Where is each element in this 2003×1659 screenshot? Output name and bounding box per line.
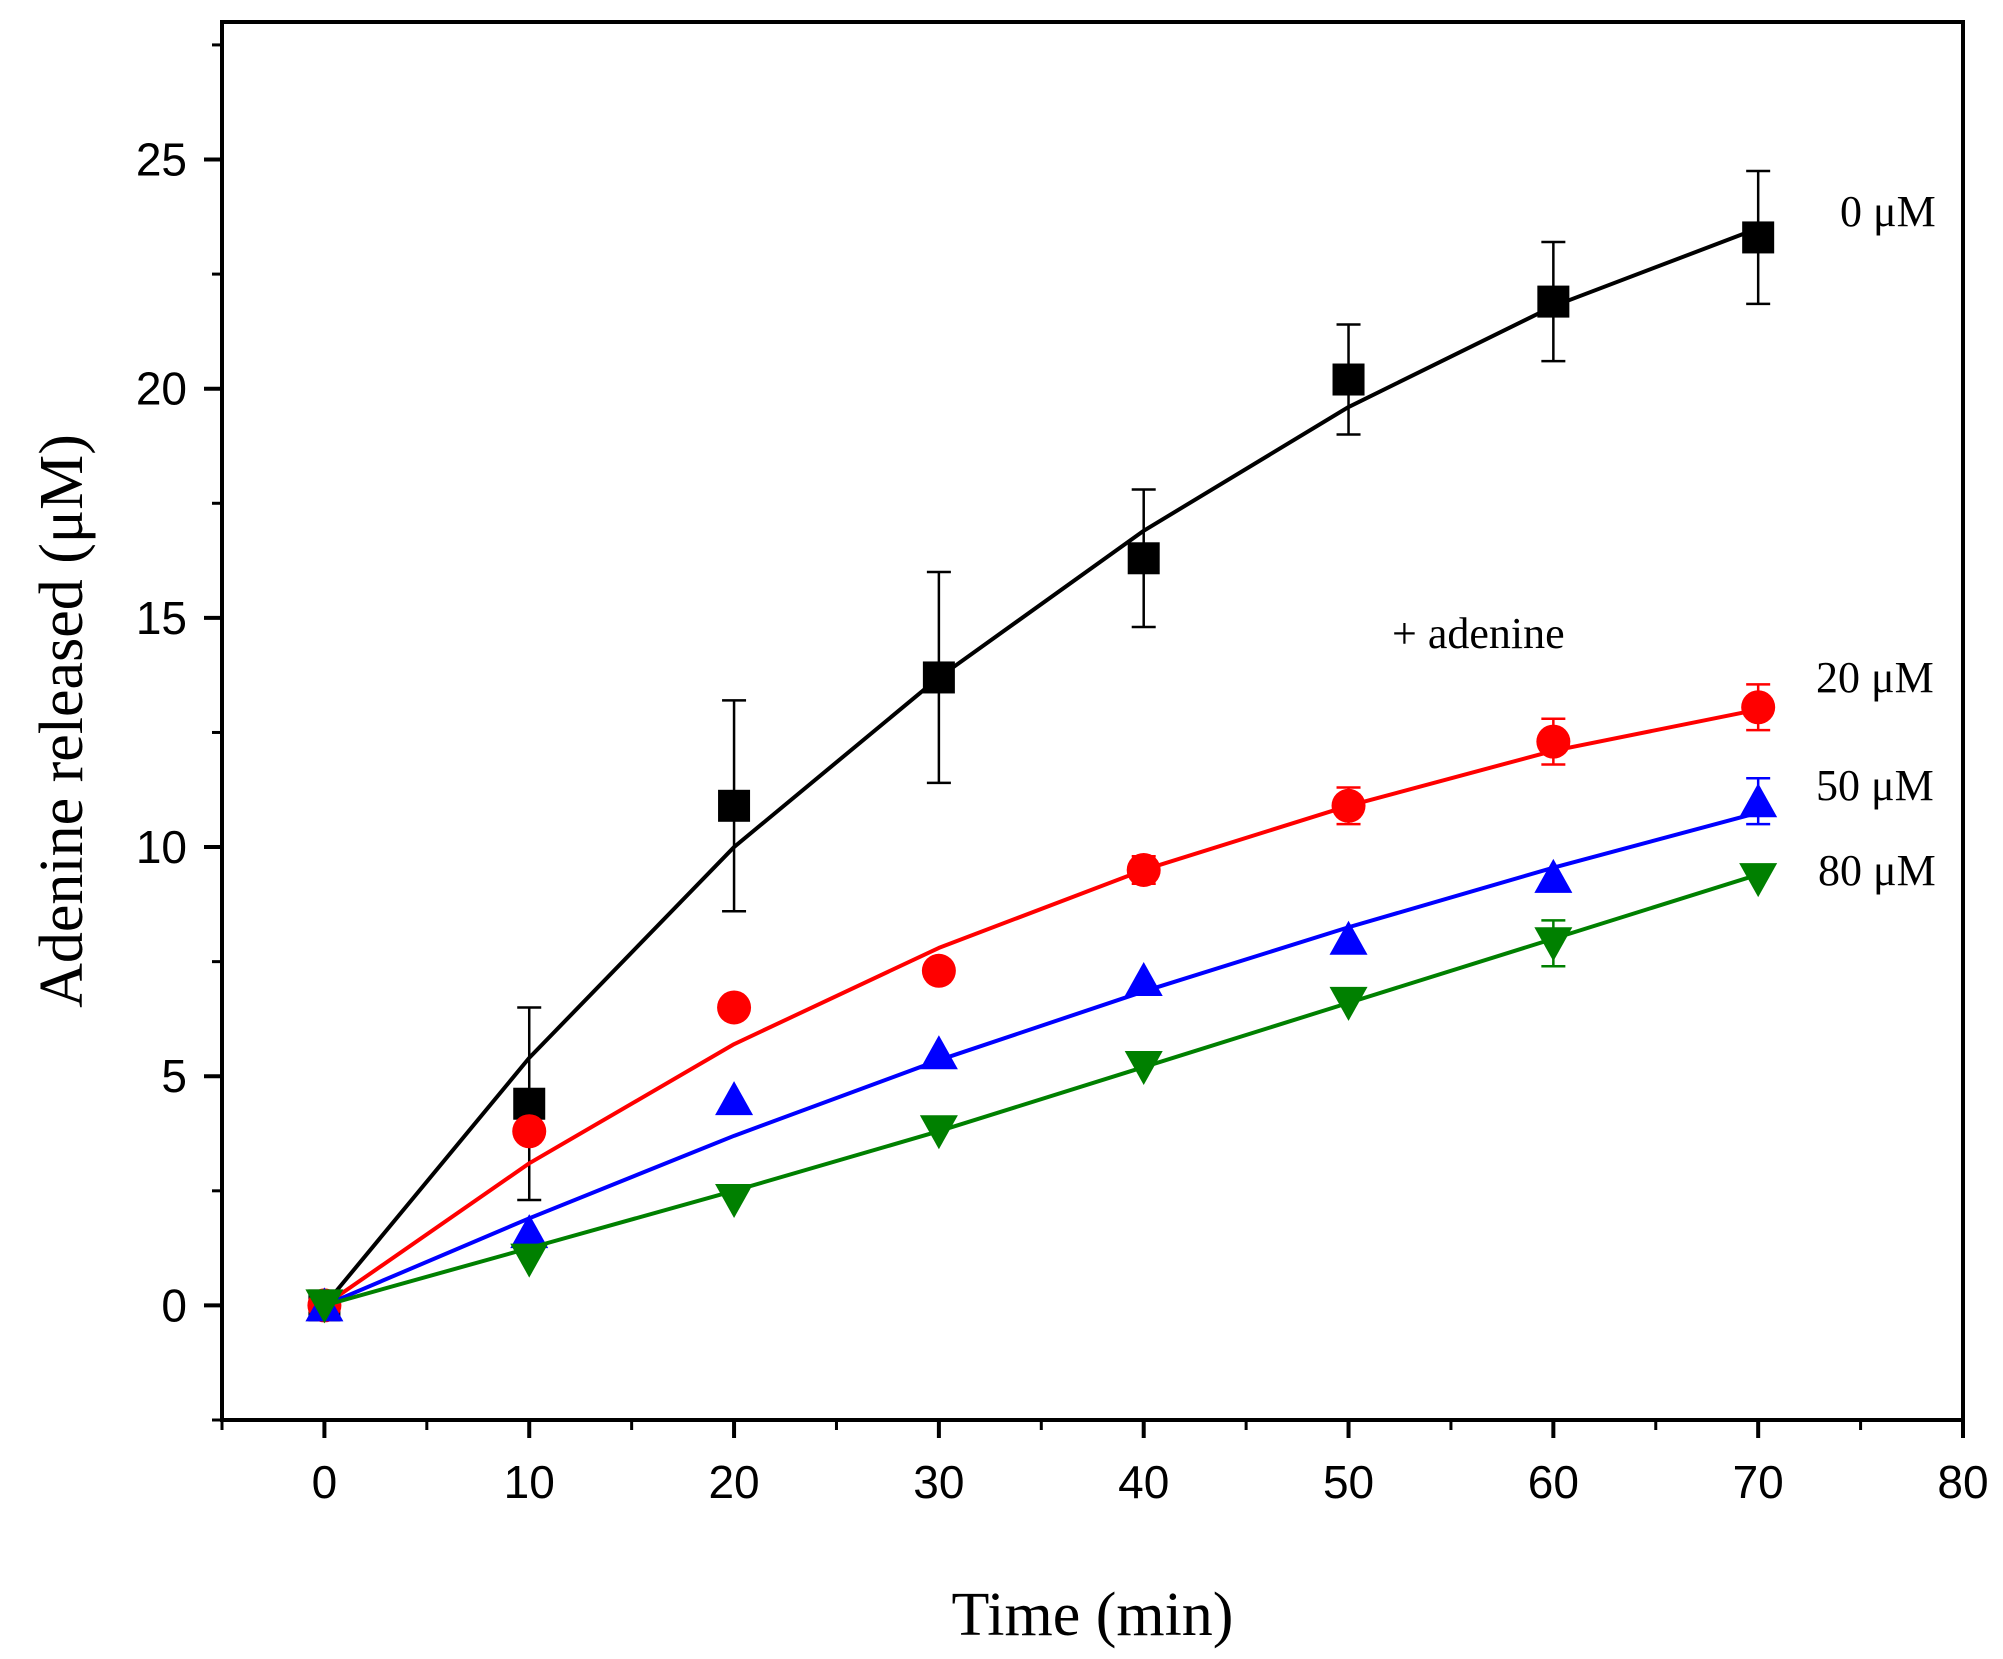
- fit-line: [323, 810, 1759, 1308]
- series-label: 80 μM: [1818, 846, 1936, 895]
- data-point: [1742, 221, 1775, 254]
- y-tick-label: 15: [136, 592, 187, 644]
- x-tick-label: 30: [913, 1456, 964, 1508]
- y-tick-label: 10: [136, 821, 187, 873]
- plot-content: [305, 169, 1778, 1324]
- data-point: [1329, 920, 1368, 955]
- y-tick-label: 25: [136, 134, 187, 186]
- y-tick-label: 0: [161, 1279, 187, 1331]
- plot-frame: [220, 20, 1965, 1422]
- data-point: [717, 990, 752, 1025]
- data-point: [1739, 863, 1778, 898]
- x-tick-label: 10: [504, 1456, 555, 1508]
- fit-line: [322, 226, 1759, 1307]
- series-labels: 0 μM 20 μM 50 μM 80 μM: [1816, 187, 1936, 895]
- data-point: [718, 789, 751, 822]
- data-point: [1331, 788, 1366, 823]
- x-tick-label: 80: [1937, 1456, 1988, 1508]
- data-point: [512, 1114, 547, 1149]
- data-point: [715, 1183, 754, 1218]
- data-point: [919, 1115, 958, 1150]
- y-axis: 0 5 10 15 20 25: [136, 43, 222, 1422]
- fit-line: [323, 872, 1759, 1308]
- data-point: [1534, 927, 1573, 962]
- x-tick-label: 20: [708, 1456, 759, 1508]
- data-point: [1739, 783, 1778, 818]
- data-point: [715, 1081, 754, 1116]
- data-point: [1534, 858, 1573, 893]
- data-point: [919, 1035, 958, 1070]
- series-label: 0 μM: [1840, 187, 1936, 236]
- data-point: [510, 1214, 549, 1249]
- data-point: [510, 1243, 549, 1278]
- y-tick-label: 20: [136, 363, 187, 415]
- data-point: [305, 1289, 344, 1324]
- series-label: 50 μM: [1816, 761, 1934, 810]
- data-point: [1741, 690, 1776, 725]
- fit-line: [323, 707, 1759, 1308]
- data-point: [921, 953, 956, 988]
- data-point: [1329, 986, 1368, 1021]
- x-tick-label: 50: [1323, 1456, 1374, 1508]
- data-point: [1124, 961, 1163, 996]
- data-point: [1124, 1051, 1163, 1086]
- y-tick-label: 5: [161, 1050, 187, 1102]
- data-point: [922, 661, 955, 694]
- data-point: [1537, 285, 1570, 318]
- data-point: [1127, 542, 1160, 575]
- x-tick-label: 0: [312, 1456, 338, 1508]
- data-point: [1536, 724, 1571, 759]
- annotation-plus-adenine: + adenine: [1392, 609, 1565, 658]
- y-axis-title: Adenine released (μM): [28, 434, 96, 1008]
- x-axis-title: Time (min): [952, 1581, 1234, 1649]
- series-label: 20 μM: [1816, 653, 1934, 702]
- x-tick-label: 60: [1528, 1456, 1579, 1508]
- x-axis: 0 10 20 30 40 50 60 70 80: [220, 1420, 1989, 1508]
- data-point: [1126, 852, 1161, 887]
- series-50M-group: [305, 777, 1778, 1322]
- data-point: [1332, 363, 1365, 396]
- series-80M-group: [305, 863, 1778, 1324]
- x-tick-label: 70: [1733, 1456, 1784, 1508]
- x-tick-label: 40: [1118, 1456, 1169, 1508]
